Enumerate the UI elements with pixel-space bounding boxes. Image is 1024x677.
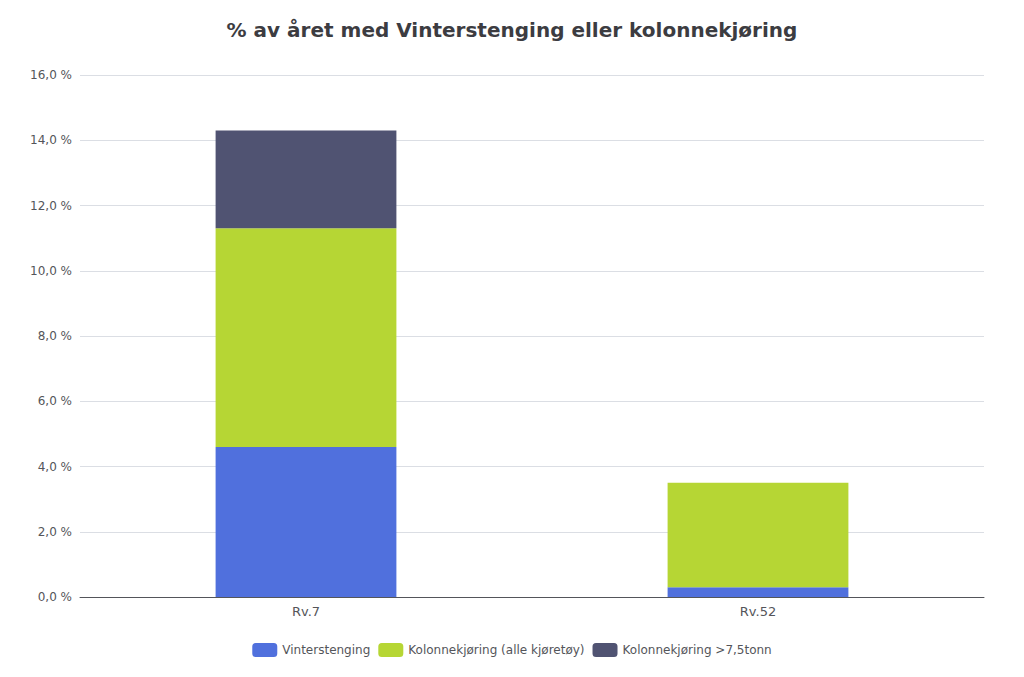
svg-text:10,0 %: 10,0 % (30, 264, 72, 278)
svg-text:4,0 %: 4,0 % (38, 460, 72, 474)
svg-text:12,0 %: 12,0 % (30, 199, 72, 213)
svg-text:Kolonnekjøring >7,5tonn: Kolonnekjøring >7,5tonn (623, 643, 772, 657)
svg-text:6,0 %: 6,0 % (38, 394, 72, 408)
svg-text:Rv.52: Rv.52 (740, 604, 776, 619)
svg-text:Kolonnekjøring (alle kjøretøy): Kolonnekjøring (alle kjøretøy) (408, 643, 584, 657)
svg-text:14,0 %: 14,0 % (30, 133, 72, 147)
svg-text:Vinterstenging: Vinterstenging (282, 643, 370, 657)
svg-text:8,0 %: 8,0 % (38, 329, 72, 343)
svg-text:% av året med Vinterstenging e: % av året med Vinterstenging eller kolon… (227, 18, 798, 42)
svg-text:16,0 %: 16,0 % (30, 68, 72, 82)
svg-text:0,0 %: 0,0 % (38, 590, 72, 604)
svg-text:2,0 %: 2,0 % (38, 525, 72, 539)
svg-text:Rv.7: Rv.7 (292, 604, 320, 619)
